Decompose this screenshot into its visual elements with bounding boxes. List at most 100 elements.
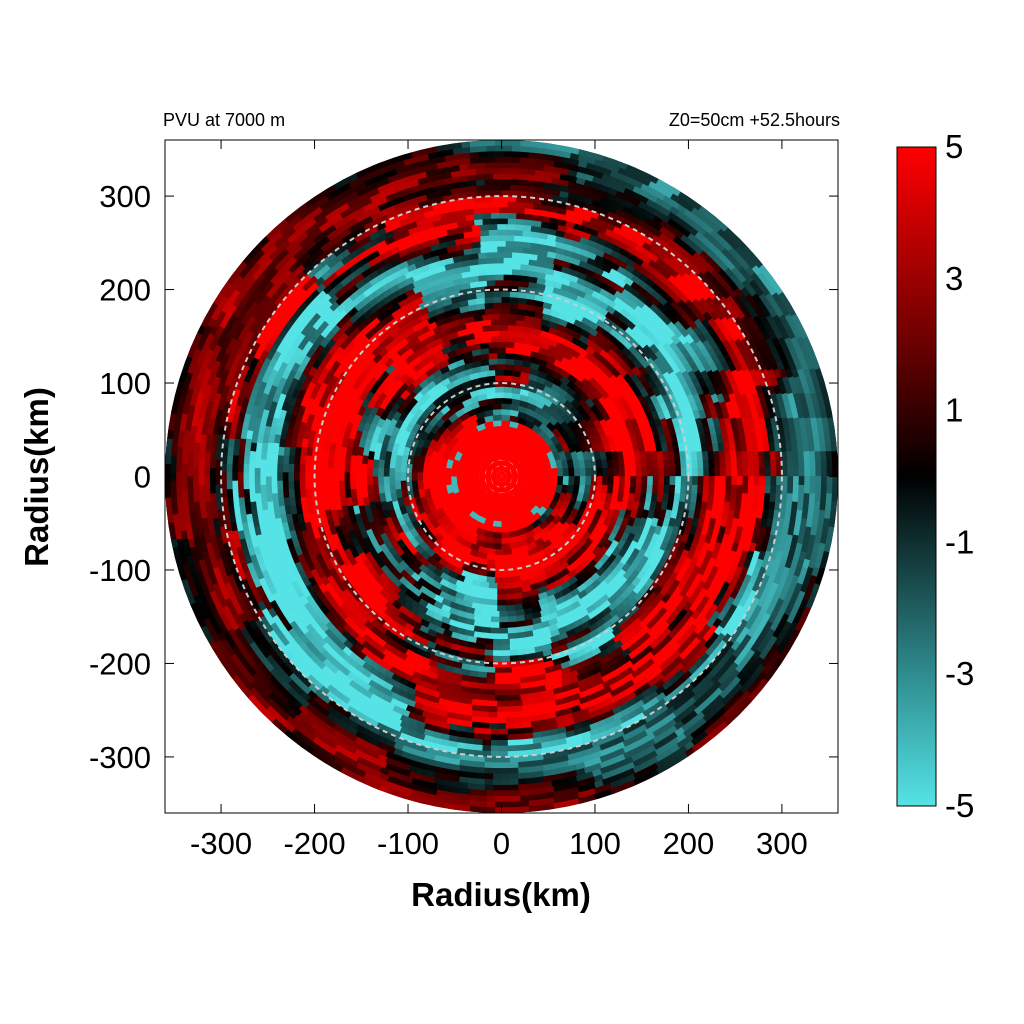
heatmap-cell <box>548 407 560 419</box>
heatmap-cell <box>524 425 536 436</box>
heatmap-cell <box>501 465 510 473</box>
heatmap-cell <box>534 392 546 403</box>
heatmap-cell <box>542 396 554 408</box>
heatmap-cell <box>562 467 571 477</box>
heatmap-cell <box>474 500 485 512</box>
heatmap-cell <box>563 434 574 446</box>
heatmap-cell <box>567 522 579 534</box>
heatmap-cell <box>530 505 542 516</box>
heatmap-cell <box>442 507 453 519</box>
heatmap-cell <box>541 402 554 414</box>
heatmap-cell <box>555 535 568 547</box>
heatmap-cell <box>556 507 568 519</box>
heatmap-cell <box>452 422 464 434</box>
heatmap-cell <box>534 476 542 486</box>
heatmap-cell <box>542 499 553 511</box>
heatmap-cell <box>431 500 443 512</box>
heatmap-cell <box>450 442 461 454</box>
heatmap-cell <box>561 528 574 541</box>
heatmap-cell <box>496 487 508 493</box>
heatmap-cell <box>580 523 592 535</box>
heatmap-cell <box>447 530 459 542</box>
heatmap-cell <box>444 379 456 391</box>
heatmap-cell <box>456 443 468 455</box>
heatmap-cell <box>473 441 485 453</box>
heatmap-cell <box>533 450 544 462</box>
heatmap-cell <box>445 543 458 555</box>
heatmap-cell <box>554 499 566 511</box>
heatmap-cell <box>455 436 466 448</box>
heatmap-cell <box>543 435 555 447</box>
heatmap-cell <box>568 476 576 486</box>
heatmap-cell <box>398 523 411 536</box>
heatmap-cell <box>560 419 572 432</box>
heatmap-cell <box>545 513 557 526</box>
heatmap-cell <box>497 476 502 483</box>
heatmap-cell <box>481 438 492 448</box>
heatmap-cell <box>492 543 502 551</box>
heatmap-cell <box>454 535 466 547</box>
heatmap-cell <box>532 410 544 422</box>
heatmap-cell <box>490 502 500 511</box>
heatmap-cell <box>438 500 449 512</box>
heatmap-cell <box>429 518 441 531</box>
heatmap-cell <box>427 467 435 477</box>
heatmap-cell <box>521 444 533 455</box>
heatmap-cell <box>532 525 544 536</box>
heatmap-cell <box>550 553 562 565</box>
heatmap-cell <box>520 490 532 502</box>
heatmap-cell <box>438 476 447 486</box>
heatmap-cell <box>537 505 548 517</box>
heatmap-cell <box>525 529 537 540</box>
heatmap-cell <box>543 558 555 570</box>
heatmap-cell <box>592 417 605 430</box>
heatmap-cell <box>467 425 479 436</box>
heatmap-cell <box>455 471 463 482</box>
heatmap-cell <box>498 430 509 438</box>
heatmap-cell <box>541 409 553 421</box>
heatmap-cell <box>407 414 419 426</box>
heatmap-cell <box>561 500 572 512</box>
heatmap-cell <box>403 520 415 532</box>
heatmap-cell <box>441 434 453 446</box>
heatmap-cell <box>512 483 523 494</box>
heatmap-cell <box>523 431 535 443</box>
heatmap-cell <box>453 513 466 525</box>
heatmap-cell <box>450 476 458 486</box>
heatmap-cell <box>467 471 474 482</box>
heatmap-cell <box>542 383 555 395</box>
heatmap-cell <box>467 529 479 541</box>
heatmap-cell <box>601 409 613 422</box>
heatmap-cell <box>487 483 499 493</box>
heatmap-cell <box>467 517 479 528</box>
heatmap-cell <box>479 471 486 482</box>
heatmap-cell <box>473 480 482 491</box>
heatmap-cell <box>461 512 473 523</box>
heatmap-cell <box>492 413 502 422</box>
heatmap-cell <box>517 521 528 531</box>
heatmap-cell <box>525 406 537 417</box>
heatmap-cell <box>418 511 430 524</box>
heatmap-cell <box>414 414 426 427</box>
heatmap-cell <box>476 487 487 498</box>
heatmap-cell <box>528 443 540 455</box>
heatmap-cell <box>498 436 509 444</box>
heatmap-cell <box>530 430 542 441</box>
heatmap-cell <box>531 423 543 435</box>
heatmap-cell <box>551 476 559 486</box>
heatmap-cell <box>550 387 562 400</box>
heatmap-cell <box>444 467 452 477</box>
heatmap-cell <box>567 365 580 378</box>
heatmap-cell <box>556 467 565 477</box>
heatmap-cell <box>490 468 498 477</box>
heatmap-cell <box>564 391 576 403</box>
heatmap-cell <box>556 392 569 405</box>
heatmap-cell <box>495 472 502 477</box>
heatmap-cell <box>463 454 474 466</box>
heatmap-cell <box>466 502 478 513</box>
heatmap-cell <box>388 402 400 414</box>
heatmap-cell <box>515 509 527 520</box>
chart-title-right: Z0=50cm +52.5hours <box>669 110 840 130</box>
heatmap-cell <box>450 499 461 511</box>
heatmap-cell <box>424 569 436 582</box>
